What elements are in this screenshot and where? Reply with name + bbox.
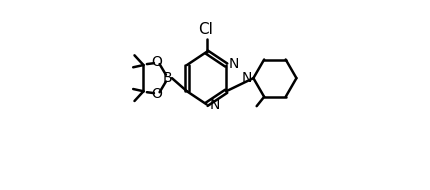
Text: B: B: [163, 71, 172, 85]
Text: N: N: [229, 57, 240, 71]
Text: N: N: [242, 71, 252, 85]
Text: Cl: Cl: [198, 22, 213, 37]
Text: O: O: [151, 87, 162, 101]
Text: O: O: [151, 55, 162, 69]
Text: N: N: [209, 98, 220, 112]
